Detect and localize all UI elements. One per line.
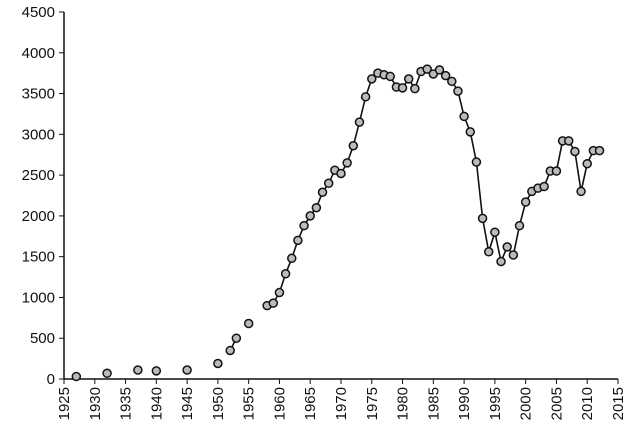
data-point xyxy=(434,65,445,75)
x-tick-label: 1985 xyxy=(425,387,442,420)
data-point xyxy=(287,253,297,264)
data-point xyxy=(502,242,512,252)
data-point xyxy=(71,371,82,382)
data-point xyxy=(231,333,242,343)
data-point xyxy=(477,213,488,224)
y-tick-label: 2500 xyxy=(22,167,55,184)
data-point xyxy=(305,211,315,221)
x-tick-label: 1970 xyxy=(333,387,350,420)
data-point xyxy=(570,146,580,157)
data-point xyxy=(133,365,143,375)
data-point xyxy=(354,117,365,127)
data-point xyxy=(311,202,322,213)
data-point xyxy=(243,318,254,329)
data-point xyxy=(594,145,605,156)
x-tick-label: 1995 xyxy=(487,387,504,420)
x-tick-label: 1965 xyxy=(302,387,319,420)
x-tick-label: 1935 xyxy=(118,387,135,420)
data-point xyxy=(367,74,377,84)
series-line xyxy=(229,68,600,351)
data-point xyxy=(459,111,469,122)
data-point xyxy=(299,220,309,231)
data-point xyxy=(483,247,494,257)
data-point xyxy=(280,269,291,279)
data-point xyxy=(336,168,346,179)
data-point xyxy=(496,256,506,267)
data-point xyxy=(564,136,574,146)
data-point xyxy=(551,166,562,176)
x-tick-label: 1940 xyxy=(148,387,165,420)
data-point xyxy=(440,70,451,81)
data-point xyxy=(422,64,432,74)
data-point xyxy=(447,76,457,87)
data-point xyxy=(342,158,352,168)
data-point xyxy=(465,127,476,137)
data-point xyxy=(582,158,592,169)
x-tick-label: 1960 xyxy=(271,387,288,420)
x-tick-label: 1975 xyxy=(364,387,381,420)
x-tick-label: 1955 xyxy=(241,387,258,420)
data-point xyxy=(360,92,371,102)
x-tick-label: 2015 xyxy=(610,387,627,420)
data-point xyxy=(471,157,482,167)
data-point xyxy=(348,141,359,151)
data-point xyxy=(514,220,525,231)
data-point xyxy=(102,368,112,379)
y-tick-label: 0 xyxy=(47,371,55,388)
data-point xyxy=(213,358,223,369)
data-point xyxy=(151,366,162,376)
y-tick-label: 4500 xyxy=(22,4,55,21)
x-tick-label: 1950 xyxy=(210,387,227,420)
y-tick-label: 2000 xyxy=(22,208,55,225)
x-tick-label: 1925 xyxy=(56,387,73,420)
data-point xyxy=(453,86,463,96)
y-tick-label: 3500 xyxy=(22,86,55,103)
data-point xyxy=(508,250,519,260)
data-point xyxy=(274,287,285,298)
y-tick-label: 1500 xyxy=(22,249,55,266)
data-point xyxy=(490,227,500,237)
data-point xyxy=(225,345,235,356)
data-point xyxy=(403,74,414,84)
data-point xyxy=(317,187,328,197)
data-point xyxy=(410,83,420,94)
data-point xyxy=(576,186,586,197)
x-tick-label: 1945 xyxy=(179,387,196,420)
y-tick-label: 500 xyxy=(30,330,55,347)
x-tick-label: 2000 xyxy=(518,387,535,420)
data-point xyxy=(385,71,395,82)
y-tick-label: 3000 xyxy=(22,126,55,143)
x-tick-label: 1990 xyxy=(456,387,473,420)
data-point xyxy=(539,181,549,192)
data-point xyxy=(182,365,192,375)
x-tick-label: 2010 xyxy=(579,387,596,420)
x-tick-label: 1930 xyxy=(87,387,104,420)
data-point xyxy=(323,178,334,189)
x-tick-label: 2005 xyxy=(548,387,565,420)
data-point xyxy=(520,197,531,207)
y-tick-label: 4000 xyxy=(22,45,55,62)
data-point xyxy=(397,83,408,93)
data-point xyxy=(293,235,303,246)
x-tick-label: 1980 xyxy=(395,387,412,420)
y-tick-label: 1000 xyxy=(22,289,55,306)
data-point xyxy=(268,298,279,308)
